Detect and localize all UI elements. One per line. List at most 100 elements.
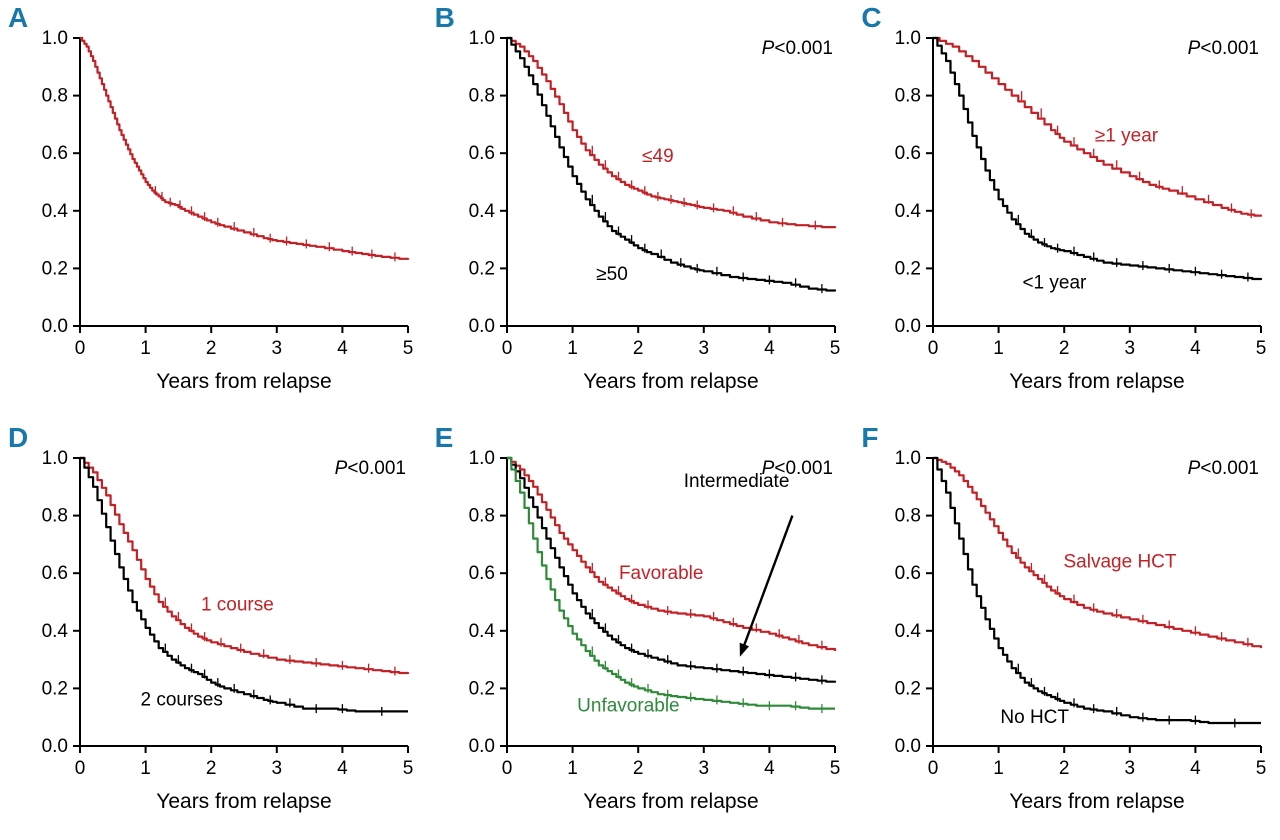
svg-text:0.2: 0.2 [468,678,494,699]
svg-text:5: 5 [829,338,840,359]
svg-text:0.2: 0.2 [42,678,68,699]
svg-text:Years from relapse: Years from relapse [156,370,331,393]
km-plot-F: 0 1 2 3 4 5 0.0 0.2 0.4 0.6 0.8 1.0 Years from relap… [895,448,1267,813]
svg-text:P<0.001: P<0.001 [761,38,832,59]
svg-text:0: 0 [501,758,512,779]
svg-text:P<0.001: P<0.001 [1188,38,1259,59]
panel-letter-B: B [434,2,455,33]
svg-text:≥50: ≥50 [596,264,628,285]
panel-F: F 0 1 2 3 4 5 0.0 0.2 0.4 0.6 0.8 1.0 Years from rel… [853,420,1279,840]
svg-text:1: 1 [567,338,578,359]
svg-text:1 course: 1 course [201,595,274,616]
svg-text:Years from relapse: Years from relapse [583,790,758,813]
km-plot-A: 0 1 2 3 4 5 0.0 0.2 0.4 0.6 0.8 1.0 Years from relap… [42,28,414,393]
svg-text:1.0: 1.0 [895,448,921,469]
svg-text:Favorable: Favorable [619,563,704,584]
svg-text:3: 3 [1125,758,1136,779]
svg-text:1: 1 [567,758,578,779]
svg-text:0.4: 0.4 [895,621,922,642]
svg-text:4: 4 [764,758,775,779]
svg-text:4: 4 [337,338,348,359]
svg-text:0.0: 0.0 [42,736,68,757]
svg-text:P<0.001: P<0.001 [1188,458,1259,479]
svg-text:0.8: 0.8 [895,86,921,107]
svg-text:3: 3 [272,338,283,359]
svg-text:0.6: 0.6 [468,563,494,584]
svg-text:Years from relapse: Years from relapse [156,790,331,813]
svg-text:2 courses: 2 courses [141,690,223,711]
svg-text:1: 1 [140,758,151,779]
panel-B: B 0 1 2 3 4 5 0.0 0.2 0.4 0.6 0.8 1.0 Years from rel… [427,0,853,420]
panel-letter-C: C [861,2,882,33]
svg-text:3: 3 [698,338,709,359]
panel-letter-D: D [8,422,29,453]
svg-text:0: 0 [75,758,86,779]
svg-text:0.0: 0.0 [468,316,494,337]
svg-text:5: 5 [403,338,414,359]
svg-text:<1 year: <1 year [1023,273,1088,294]
svg-text:0: 0 [928,338,939,359]
svg-text:4: 4 [764,338,775,359]
panel-letter-A: A [8,2,29,33]
svg-text:0.6: 0.6 [468,143,494,164]
svg-text:0.6: 0.6 [42,143,68,164]
svg-text:0.6: 0.6 [42,563,68,584]
svg-text:1.0: 1.0 [468,28,494,49]
svg-text:0.0: 0.0 [895,736,921,757]
svg-text:1.0: 1.0 [42,28,68,49]
svg-text:0.8: 0.8 [895,506,921,527]
svg-text:5: 5 [829,758,840,779]
svg-text:Intermediate: Intermediate [683,471,789,492]
svg-text:2: 2 [206,338,217,359]
svg-text:0.8: 0.8 [42,506,68,527]
panel-E: E 0 1 2 3 4 5 0.0 0.2 0.4 0.6 0.8 1.0 Years from rel… [427,420,853,840]
svg-text:0.6: 0.6 [895,563,921,584]
panel-letter-E: E [434,422,454,453]
panel-D: D 0 1 2 3 4 5 0.0 0.2 0.4 0.6 0.8 1.0 Years from rel… [0,420,426,840]
panel-C: C 0 1 2 3 4 5 0.0 0.2 0.4 0.6 0.8 1.0 Years from rel… [853,0,1279,420]
svg-text:1.0: 1.0 [895,28,921,49]
svg-text:5: 5 [1256,758,1267,779]
svg-text:Years from relapse: Years from relapse [1010,790,1185,813]
svg-text:3: 3 [698,758,709,779]
svg-text:2: 2 [1059,338,1070,359]
svg-text:0: 0 [928,758,939,779]
svg-text:≤49: ≤49 [642,146,674,167]
svg-text:1.0: 1.0 [468,448,494,469]
svg-text:P<0.001: P<0.001 [761,458,832,479]
svg-text:5: 5 [1256,338,1267,359]
svg-text:0.8: 0.8 [468,506,494,527]
svg-text:5: 5 [403,758,414,779]
svg-text:2: 2 [1059,758,1070,779]
svg-text:0.2: 0.2 [895,678,921,699]
svg-text:1: 1 [994,338,1005,359]
svg-text:0: 0 [501,338,512,359]
svg-text:2: 2 [206,758,217,779]
svg-text:0.8: 0.8 [468,86,494,107]
svg-text:0.0: 0.0 [42,316,68,337]
svg-text:1.0: 1.0 [42,448,68,469]
svg-text:0.2: 0.2 [895,258,921,279]
svg-text:Years from relapse: Years from relapse [583,370,758,393]
svg-text:0.6: 0.6 [895,143,921,164]
svg-text:0.2: 0.2 [468,258,494,279]
svg-text:2: 2 [633,758,644,779]
svg-text:Salvage HCT: Salvage HCT [1064,551,1177,572]
km-plot-C: 0 1 2 3 4 5 0.0 0.2 0.4 0.6 0.8 1.0 Years from relap… [895,28,1267,393]
svg-text:0.8: 0.8 [42,86,68,107]
svg-text:No HCT: No HCT [1001,707,1070,728]
km-plot-D: 0 1 2 3 4 5 0.0 0.2 0.4 0.6 0.8 1.0 Years from relap… [42,448,414,813]
panel-A: A 0 1 2 3 4 5 0.0 0.2 0.4 0.6 0.8 1.0 Years from rel… [0,0,426,420]
svg-text:0.0: 0.0 [895,316,921,337]
svg-text:P<0.001: P<0.001 [335,458,406,479]
svg-text:3: 3 [1125,338,1136,359]
svg-text:Unfavorable: Unfavorable [577,695,679,716]
panel-letter-F: F [861,422,879,453]
svg-text:4: 4 [1190,338,1201,359]
svg-text:0.0: 0.0 [468,736,494,757]
km-plot-B: 0 1 2 3 4 5 0.0 0.2 0.4 0.6 0.8 1.0 Years from relap… [468,28,840,393]
svg-text:0.4: 0.4 [468,201,495,222]
svg-text:0.4: 0.4 [895,201,922,222]
svg-text:2: 2 [633,338,644,359]
